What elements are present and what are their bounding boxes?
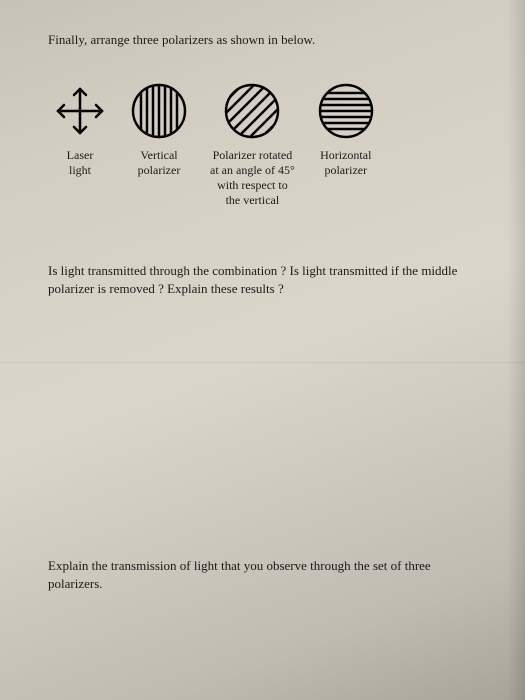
polarizer-45-icon: [223, 82, 281, 140]
label-line: Laser: [67, 148, 94, 162]
label-line: with respect to: [217, 178, 288, 192]
horizontal-polarizer-icon: [317, 82, 375, 140]
laser-label: Laser light: [67, 148, 94, 178]
worksheet-paper: Finally, arrange three polarizers as sho…: [0, 0, 525, 700]
label-line: polarizer: [324, 163, 367, 177]
polarizer-diagram-row: Laser light: [52, 82, 483, 208]
label-line: polarizer: [138, 163, 181, 177]
label-line: Vertical: [140, 148, 177, 162]
label-line: Polarizer rotated: [213, 148, 293, 162]
diagram-item-laser: Laser light: [52, 82, 108, 178]
label-line: the vertical: [226, 193, 280, 207]
vertical-polarizer-icon: [130, 82, 188, 140]
diagram-item-45-polarizer: Polarizer rotated at an angle of 45° wit…: [210, 82, 295, 208]
polarizer-45-label: Polarizer rotated at an angle of 45° wit…: [210, 148, 295, 208]
diagram-item-horizontal-polarizer: Horizontal polarizer: [317, 82, 375, 178]
label-line: Horizontal: [320, 148, 371, 162]
instruction-text: Finally, arrange three polarizers as sho…: [48, 32, 483, 48]
paper-fold-line: [0, 362, 525, 364]
label-line: light: [69, 163, 91, 177]
laser-arrows-icon: [52, 82, 108, 140]
question-1: Is light transmitted through the combina…: [48, 262, 483, 297]
diagram-item-vertical-polarizer: Vertical polarizer: [130, 82, 188, 178]
question-2: Explain the transmission of light that y…: [48, 557, 483, 592]
label-line: at an angle of 45°: [210, 163, 295, 177]
vertical-polarizer-label: Vertical polarizer: [138, 148, 181, 178]
horizontal-polarizer-label: Horizontal polarizer: [320, 148, 371, 178]
paper-edge-shadow: [507, 0, 525, 700]
